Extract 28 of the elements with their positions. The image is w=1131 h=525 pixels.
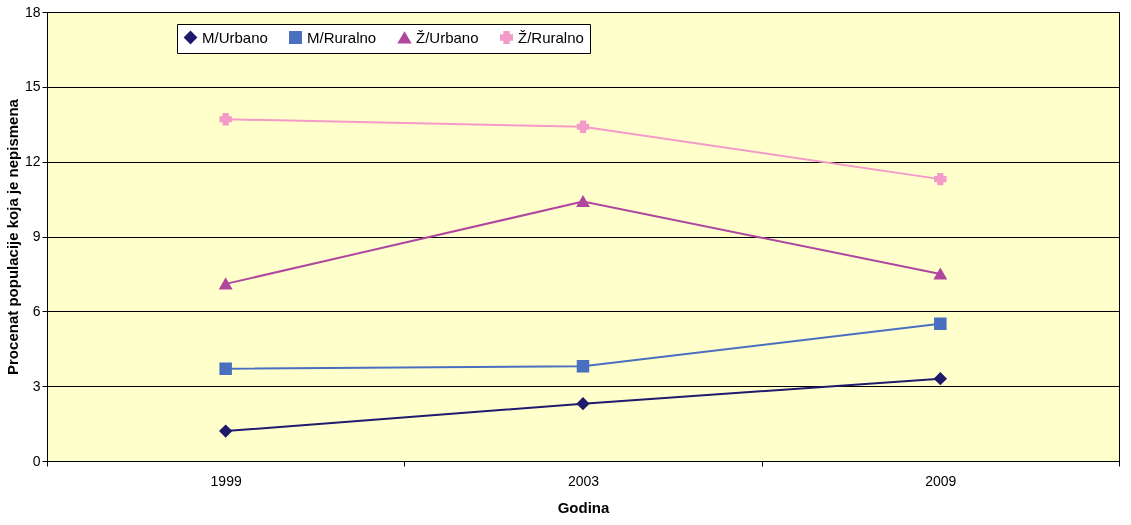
y-tick-label: 15: [24, 78, 41, 95]
point: [576, 196, 590, 208]
point: [219, 362, 232, 375]
point: [934, 372, 947, 385]
y-tick-label: 0: [32, 452, 41, 469]
point: [576, 120, 590, 133]
y-tick-label: 6: [32, 302, 41, 319]
point: [934, 172, 947, 186]
y-tick-label: 18: [24, 3, 41, 20]
point: [576, 397, 590, 410]
x-tick-label: 1999: [210, 472, 242, 489]
x-tick-label: 2003: [567, 472, 600, 489]
point: [934, 317, 947, 331]
point: [219, 278, 232, 290]
x-tick-label: 2009: [925, 472, 957, 489]
point: [219, 424, 232, 438]
point: [576, 359, 590, 373]
y-axis-title: Procenat populacije koja je nepismena: [3, 98, 21, 375]
point: [934, 268, 947, 280]
legend-label: Ž/Urbano: [416, 28, 479, 46]
legend-label: M/Urbano: [202, 28, 268, 46]
legend-label: M/Ruralno: [307, 28, 377, 46]
y-tick-label: 9: [32, 228, 41, 244]
y-tick-label: 3: [32, 377, 41, 394]
x-axis-title: Godina: [557, 498, 610, 516]
point: [219, 113, 232, 126]
legend-label: Ž/Ruralno: [518, 28, 584, 46]
y-tick-label: 12: [24, 153, 41, 170]
